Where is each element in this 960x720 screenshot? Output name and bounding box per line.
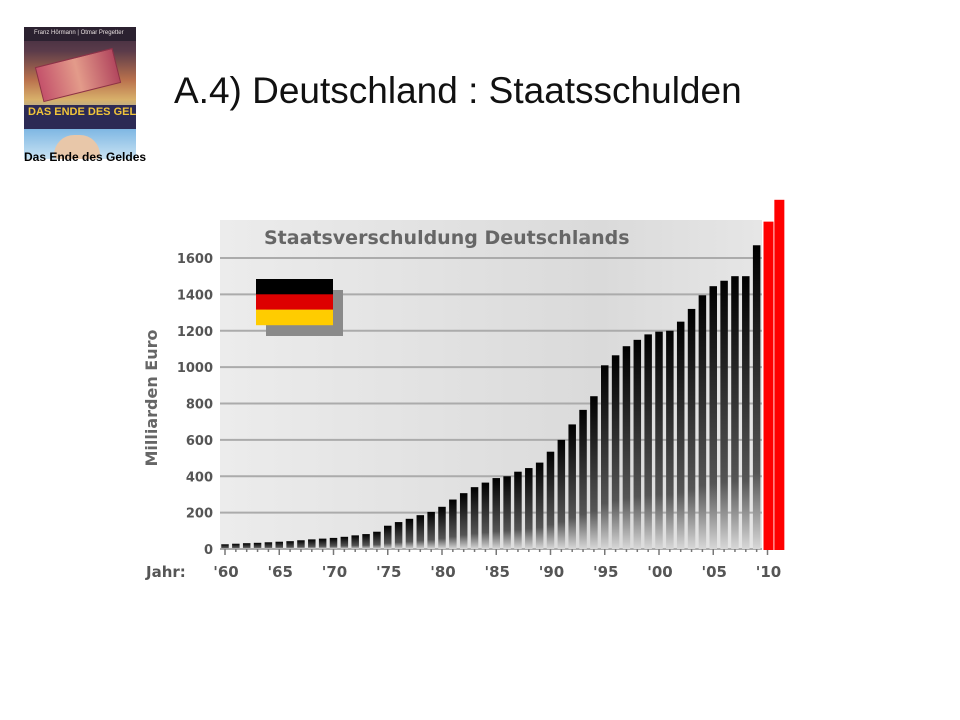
bar xyxy=(405,518,414,549)
book-caption: Das Ende des Geldes xyxy=(24,150,147,164)
y-tick-label: 600 xyxy=(186,434,213,449)
bar xyxy=(752,245,761,550)
bar xyxy=(318,538,327,549)
slide-title: A.4) Deutschland : Staatsschulden xyxy=(174,70,742,111)
bar xyxy=(275,541,283,549)
y-tick-label: 800 xyxy=(186,398,213,413)
bar xyxy=(286,541,294,549)
x-tick-label: '85 xyxy=(485,563,510,581)
y-tick-label: 200 xyxy=(186,507,213,522)
projection-bar xyxy=(763,221,774,550)
x-tick-label: '80 xyxy=(430,563,455,581)
y-tick-label: 1000 xyxy=(177,361,213,376)
bar xyxy=(297,540,305,549)
bar xyxy=(470,487,479,549)
bar xyxy=(492,478,500,549)
bar xyxy=(535,462,544,549)
bar xyxy=(709,286,717,549)
bar xyxy=(644,334,652,549)
x-tick-label: '10 xyxy=(756,563,781,581)
bar xyxy=(503,476,511,549)
x-tick-label: '75 xyxy=(376,563,401,581)
bar xyxy=(232,543,240,549)
bar xyxy=(308,539,316,549)
bar xyxy=(698,295,707,549)
bar xyxy=(427,511,435,549)
book-cover-image: Franz Hörmann | Otmar Pregetter DAS ENDE… xyxy=(24,27,136,159)
bar xyxy=(525,468,533,549)
bar xyxy=(449,499,457,549)
book-cover-authors: Franz Hörmann | Otmar Pregetter xyxy=(24,27,136,41)
y-tick-label: 400 xyxy=(186,470,213,485)
bar xyxy=(242,543,251,549)
bar xyxy=(416,515,425,549)
bar xyxy=(579,409,587,549)
book-cover-band: DAS ENDE DES GELDES xyxy=(24,105,136,129)
bar xyxy=(666,330,674,549)
bar xyxy=(687,308,696,549)
bar xyxy=(438,506,446,549)
bar xyxy=(264,542,273,549)
flag-stripe-red xyxy=(256,294,333,310)
bar xyxy=(557,439,566,549)
bar xyxy=(394,522,403,549)
bar xyxy=(351,535,359,549)
bar xyxy=(481,482,490,549)
bar xyxy=(676,321,685,549)
x-tick-label: '65 xyxy=(268,563,293,581)
flag-stripe-gold xyxy=(256,309,333,326)
bar xyxy=(655,331,663,549)
bar xyxy=(590,396,598,549)
x-axis-prefix: Jahr: xyxy=(145,563,186,581)
y-tick-label: 1400 xyxy=(177,288,213,303)
bar xyxy=(373,531,381,549)
y-tick-label: 0 xyxy=(204,543,213,558)
x-tick-label: '95 xyxy=(593,563,618,581)
bar xyxy=(633,339,642,549)
y-tick-label: 1200 xyxy=(177,325,213,340)
bar xyxy=(742,276,750,549)
flag-stripe-black xyxy=(256,279,333,295)
bar xyxy=(329,537,338,549)
bar xyxy=(622,346,631,549)
y-tick-label: 1600 xyxy=(177,252,213,267)
bar xyxy=(340,536,349,549)
x-tick-label: '05 xyxy=(702,563,727,581)
bar xyxy=(568,424,576,549)
projection-bar xyxy=(774,199,785,551)
x-tick-label: '00 xyxy=(647,563,672,581)
x-tick-label: '70 xyxy=(322,563,347,581)
bar xyxy=(720,280,728,549)
bar xyxy=(546,451,555,549)
bar xyxy=(514,471,522,549)
x-tick-label: '60 xyxy=(213,563,238,581)
bar xyxy=(221,544,229,549)
bar xyxy=(362,534,370,549)
chart-title: Staatsverschuldung Deutschlands xyxy=(264,227,630,249)
bar xyxy=(611,355,620,549)
y-axis-label: Milliarden Euro xyxy=(142,329,161,466)
bar xyxy=(601,365,609,549)
bar xyxy=(384,525,392,549)
bar xyxy=(459,493,468,549)
x-tick-label: '90 xyxy=(539,563,564,581)
family-graphic xyxy=(54,135,100,159)
bar xyxy=(253,542,262,549)
bar xyxy=(731,276,739,549)
